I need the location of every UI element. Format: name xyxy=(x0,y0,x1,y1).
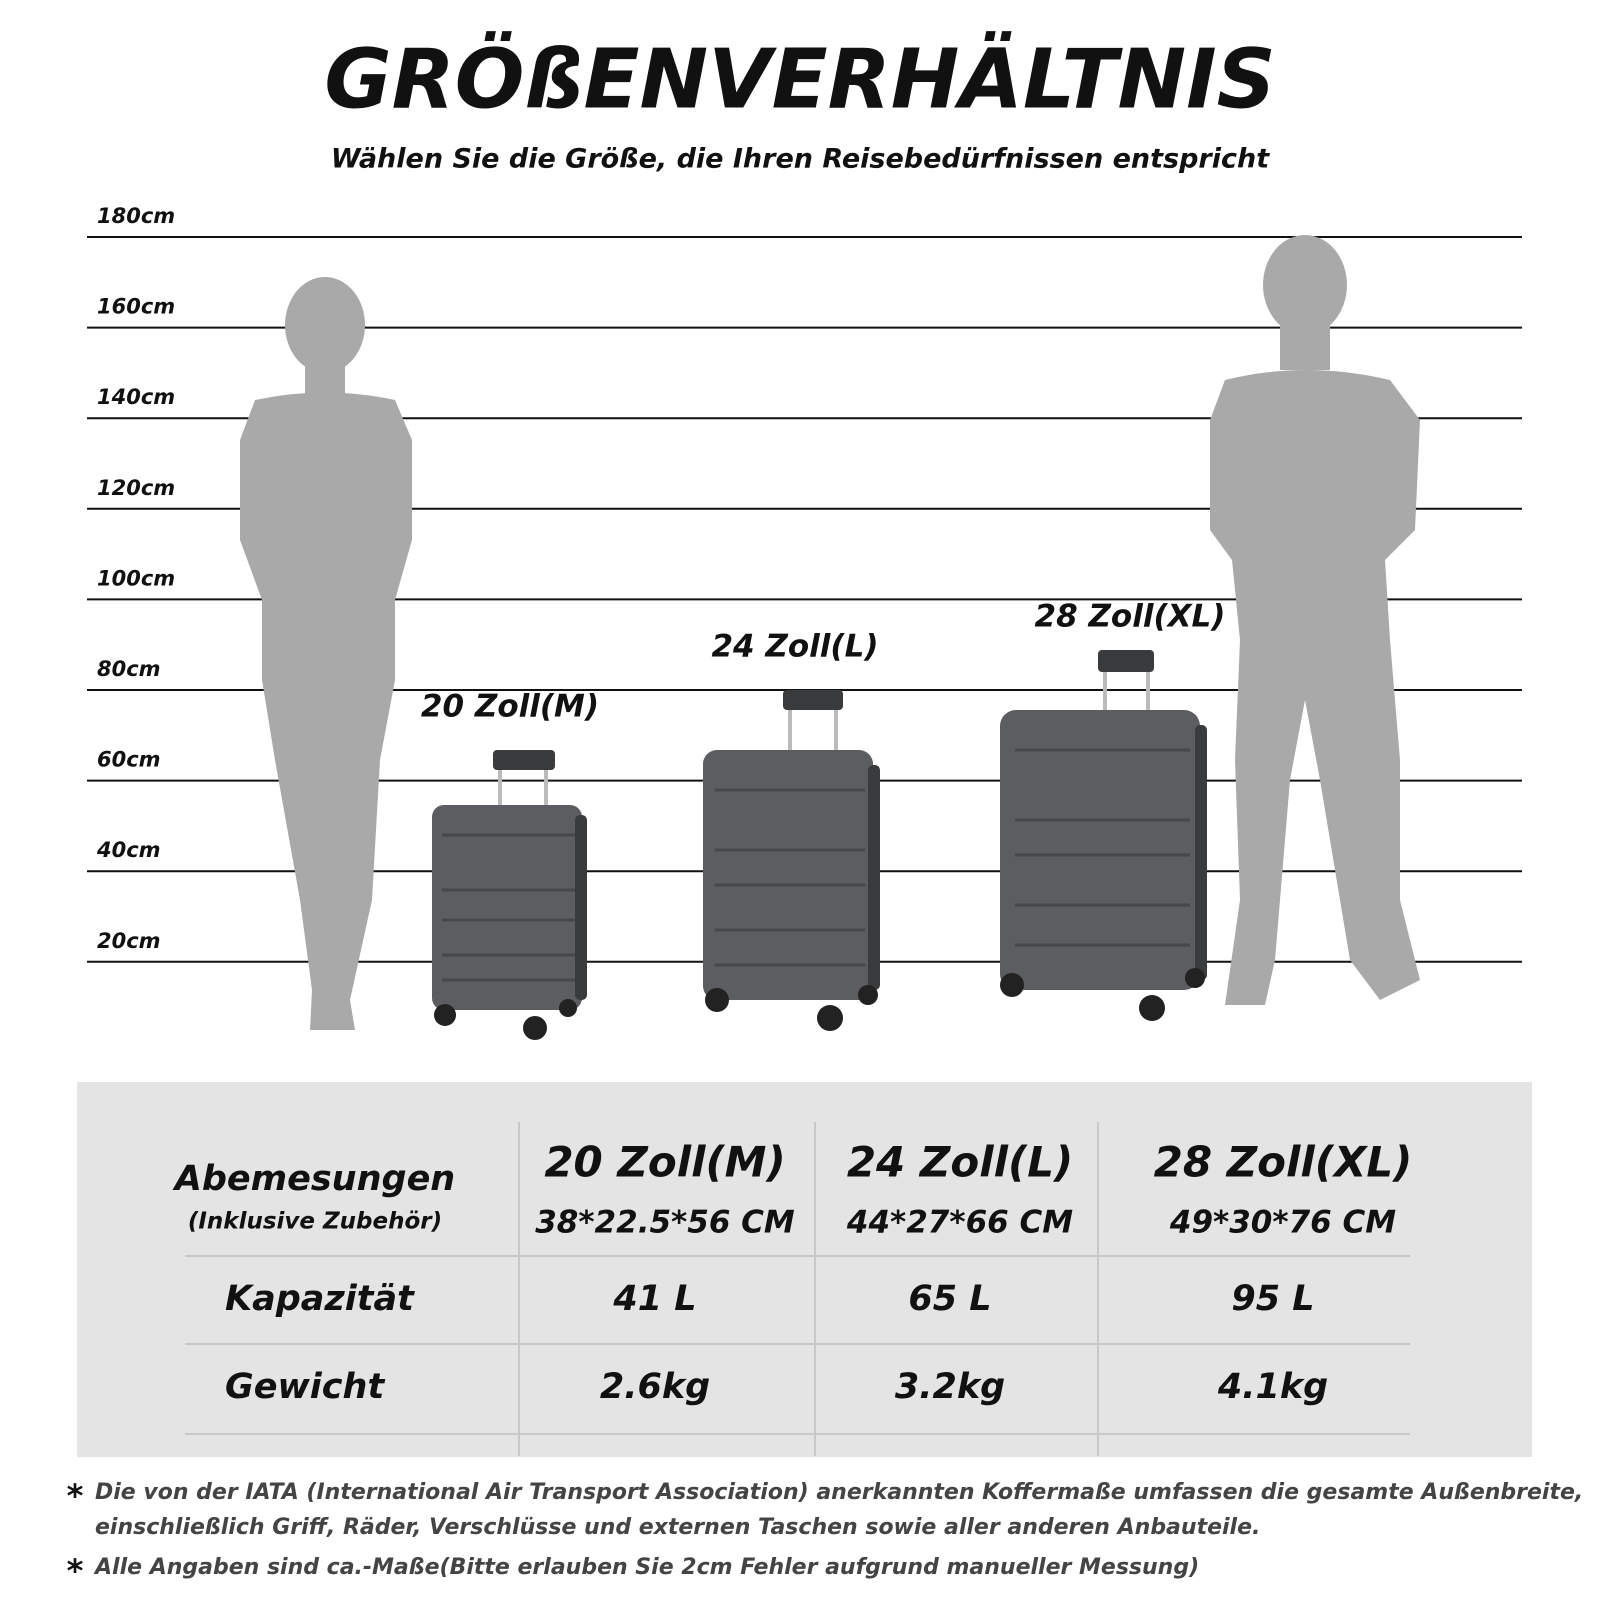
cell: 4.1kg xyxy=(1217,1367,1328,1407)
scale-label: 80cm xyxy=(97,657,161,681)
note: Die von der IATA (International Air Tran… xyxy=(95,1480,1583,1505)
scale-label: 40cm xyxy=(96,838,161,862)
column-dimensions: 44*27*66 CM xyxy=(846,1205,1073,1241)
size-label: 28 Zoll(XL) xyxy=(1035,599,1226,635)
row-header: Abemesungen xyxy=(172,1159,455,1199)
asterisk: * xyxy=(67,1477,84,1515)
cell: 41 L xyxy=(612,1279,696,1319)
woman-silhouette xyxy=(240,277,412,1030)
note: einschließlich Griff, Räder, Verschlüsse… xyxy=(95,1515,1260,1540)
scale-label: 180cm xyxy=(97,204,175,228)
cell: 95 L xyxy=(1231,1279,1314,1319)
table-background xyxy=(77,1082,1532,1457)
column-header: 20 Zoll(M) xyxy=(544,1138,785,1187)
column-header: 28 Zoll(XL) xyxy=(1154,1138,1413,1187)
title: GRÖßENVERHÄLTNIS xyxy=(324,31,1275,127)
column-dimensions: 38*22.5*56 CM xyxy=(535,1205,795,1241)
scale-label: 20cm xyxy=(97,929,161,953)
size-label: 20 Zoll(M) xyxy=(421,689,599,725)
note: Alle Angaben sind ca.-Maße(Bitte erlaube… xyxy=(93,1555,1199,1580)
size-label: 24 Zoll(L) xyxy=(711,629,878,665)
asterisk: * xyxy=(67,1552,84,1590)
row-label: Gewicht xyxy=(225,1367,385,1407)
cell: 65 L xyxy=(908,1279,991,1319)
scale-label: 160cm xyxy=(97,295,175,319)
man-silhouette xyxy=(1210,235,1420,1005)
scale-label: 60cm xyxy=(97,748,161,772)
row-label: Kapazität xyxy=(225,1279,415,1319)
scale-label: 140cm xyxy=(97,385,175,409)
subtitle: Wählen Sie die Größe, die Ihren Reisebed… xyxy=(331,144,1270,175)
cell: 3.2kg xyxy=(895,1367,1005,1407)
column-header: 24 Zoll(L) xyxy=(847,1138,1073,1187)
scale-label: 100cm xyxy=(97,566,175,590)
scale-label: 120cm xyxy=(97,476,175,500)
table-rules xyxy=(185,1122,1410,1456)
row-subheader: (Inklusive Zubehör) xyxy=(188,1209,442,1235)
suitcase-small xyxy=(432,750,587,1040)
suitcase-medium xyxy=(703,690,880,1031)
column-dimensions: 49*30*76 CM xyxy=(1169,1205,1396,1241)
suitcase-large xyxy=(1000,650,1207,1021)
table: 20 Zoll(M) 38*22.5*56 CM 24 Zoll(L) 44*27*6… xyxy=(225,1138,1412,1408)
cell: 2.6kg xyxy=(600,1367,710,1407)
